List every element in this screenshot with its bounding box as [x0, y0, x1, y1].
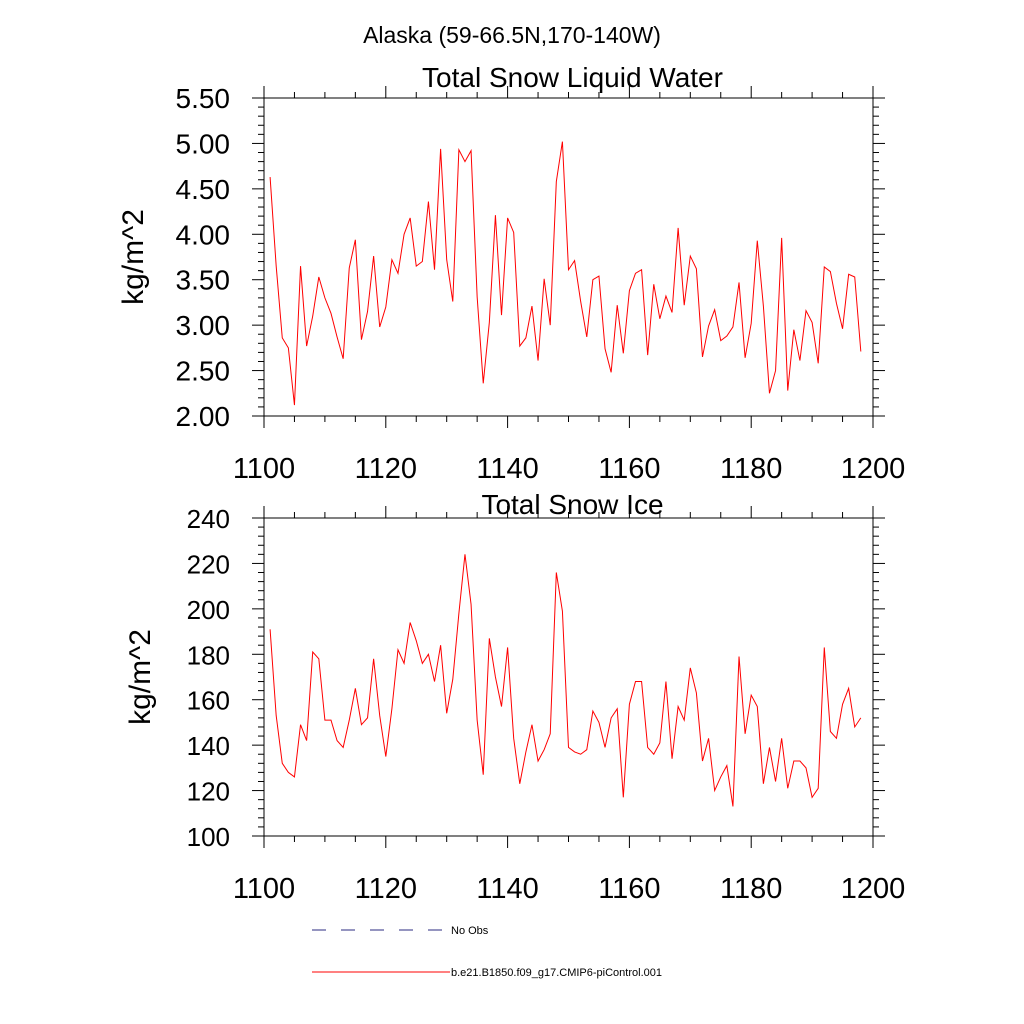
y-axis-label: kg/m^2	[124, 629, 157, 725]
panel-total-snow-liquid-water: Total Snow Liquid Water kg/m^2 1100 1120 114…	[117, 62, 905, 485]
x-tick-label: 1160	[598, 873, 660, 905]
y-tick-label: 120	[187, 777, 230, 807]
y-tick-label: 180	[187, 640, 230, 670]
series-line	[269, 141, 862, 406]
x-tick-label: 1180	[720, 453, 782, 485]
y-tick-label: 100	[187, 822, 230, 852]
y-tick-label: 220	[187, 549, 230, 579]
y-tick-label: 240	[187, 504, 230, 534]
x-tick-label: 1100	[233, 873, 295, 905]
x-tick-label: 1200	[841, 453, 906, 485]
x-tick-label: 1120	[355, 873, 417, 905]
y-tick-label: 140	[187, 731, 230, 761]
y-tick-label: 5.50	[176, 83, 231, 114]
y-axis-label: kg/m^2	[117, 209, 150, 305]
y-tick-label: 2.00	[176, 401, 231, 432]
x-tick-label: 1120	[355, 453, 417, 485]
x-tick-label: 1140	[476, 453, 538, 485]
figure-suptitle: Alaska (59-66.5N,170-140W)	[363, 22, 661, 48]
plot-frame	[263, 97, 874, 417]
x-tick-label: 1160	[598, 453, 660, 485]
y-tick-label: 4.50	[176, 174, 231, 205]
x-tick-label: 1180	[720, 873, 782, 905]
series-line	[269, 554, 862, 807]
y-tick-label: 160	[187, 686, 230, 716]
chart-title: Total Snow Ice	[481, 489, 663, 520]
panel-total-snow-ice: Total Snow Ice kg/m^2 1100 1120 1140 1160 1180…	[124, 489, 905, 905]
y-tick-label: 5.00	[176, 128, 231, 159]
y-tick-label: 200	[187, 595, 230, 625]
legend-label-model: b.e21.B1850.f09_g17.CMIP6-piControl.001	[451, 967, 662, 979]
x-tick-label: 1100	[233, 453, 295, 485]
x-tick-label: 1200	[841, 873, 906, 905]
y-tick-label: 4.00	[176, 219, 231, 250]
legend-label-no-obs: No Obs	[451, 925, 489, 937]
plot-frame	[263, 517, 874, 837]
x-tick-label: 1140	[476, 873, 538, 905]
y-tick-label: 3.50	[176, 265, 231, 296]
legend: No Obs b.e21.B1850.f09_g17.CMIP6-piContr…	[312, 925, 662, 979]
y-tick-label: 3.00	[176, 310, 231, 341]
y-tick-label: 2.50	[176, 356, 231, 387]
chart-title: Total Snow Liquid Water	[422, 62, 723, 93]
